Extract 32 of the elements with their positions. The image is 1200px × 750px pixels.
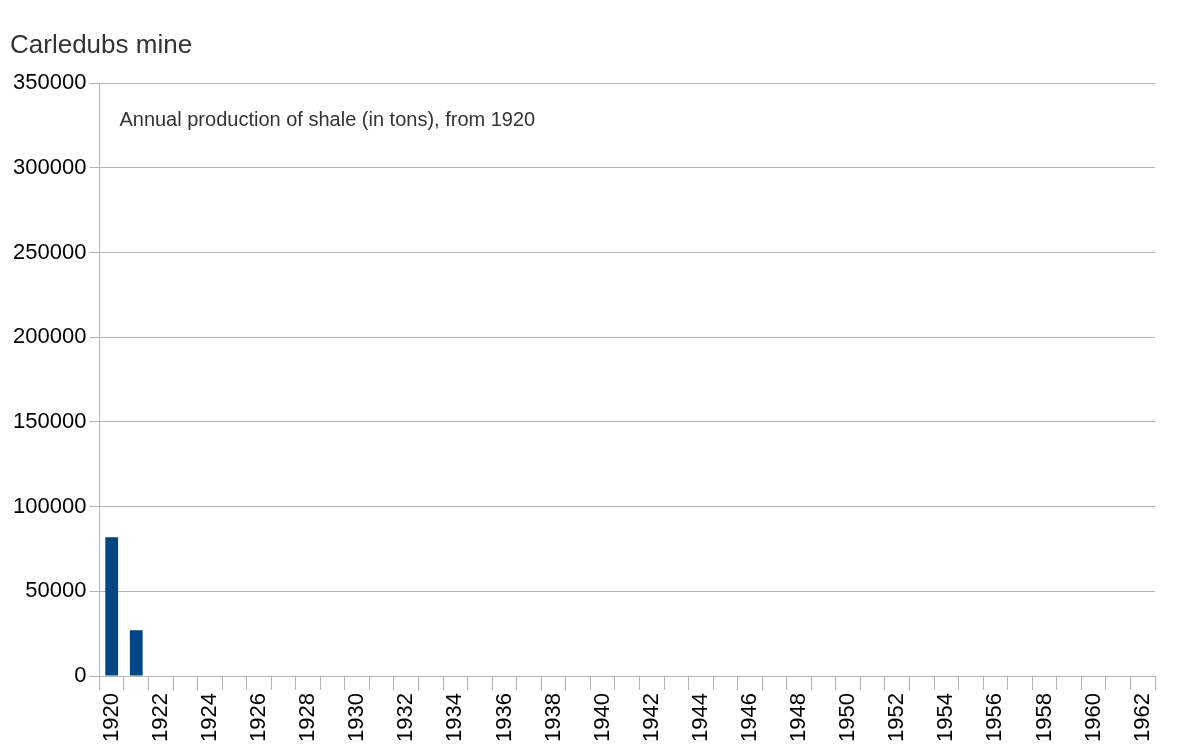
x-tick-label: 1952 (883, 693, 909, 743)
x-tick-label: 1962 (1128, 693, 1154, 743)
x-tick-label: 1924 (195, 693, 221, 743)
x-tick-label: 1950 (834, 693, 860, 743)
x-tick-label: 1954 (932, 693, 958, 743)
x-tick-label: 1932 (392, 693, 418, 743)
x-tick-label: 1942 (637, 693, 663, 743)
x-tick-label: 1944 (686, 693, 712, 743)
y-tick-label: 250000 (12, 238, 87, 264)
y-tick-label: 150000 (12, 408, 87, 434)
x-tick-label: 1940 (588, 693, 614, 743)
x-tick-label: 1930 (343, 693, 369, 743)
x-tick-label: 1922 (146, 693, 172, 743)
x-tick-label: 1956 (981, 693, 1007, 743)
x-tick-label: 1926 (245, 693, 271, 743)
x-tick-label: 1958 (1030, 693, 1056, 743)
y-tick-label: 350000 (12, 69, 87, 95)
x-tick-label: 1934 (441, 693, 467, 743)
x-tick-label: 1946 (736, 693, 762, 743)
x-tick-label: 1920 (97, 693, 123, 743)
y-tick-label: 50000 (25, 577, 87, 603)
x-tick-label: 1928 (294, 693, 320, 743)
y-tick-label: 300000 (12, 153, 87, 179)
y-tick-label: 200000 (12, 323, 87, 349)
text: Annual production of shale (in tons), from 1920 (119, 107, 536, 130)
x-tick-label: 1938 (539, 693, 565, 743)
y-tick-label: 100000 (12, 492, 87, 518)
x-tick-label: 1948 (785, 693, 811, 743)
x-tick-label: 1936 (490, 693, 516, 743)
x-tick-label: 1960 (1079, 693, 1105, 743)
y-tick-label: 0 (74, 662, 87, 688)
chart-title: Carledubs mine (10, 28, 193, 59)
